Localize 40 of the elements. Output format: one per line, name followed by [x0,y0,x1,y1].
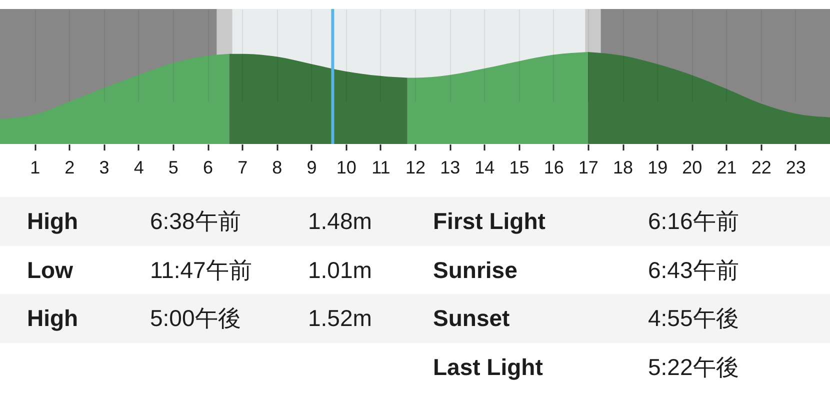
x-tick-label: 10 [336,158,356,178]
x-tick-label: 3 [99,158,110,178]
text: 1.48m [308,208,373,235]
text: High [27,305,80,332]
x-tick-label: 20 [682,158,702,178]
x-tick-label: 8 [272,158,282,178]
text: Low [27,256,74,284]
x-tick-label: 14 [474,158,495,178]
text: 5:00午後 [150,304,242,334]
text: 5:22午後 [648,352,740,382]
text: 1.01m [308,256,373,284]
x-tick-label: 2 [64,158,75,178]
text: First Light [433,208,546,235]
text: High [27,208,80,235]
x-tick-label: 22 [751,158,772,178]
text: 11:47午前 [150,256,253,285]
text: Last Light [433,354,544,381]
x-tick-label: 19 [648,158,668,178]
x-tick-label: 11 [372,158,390,178]
x-tick-label: 5 [168,158,178,178]
x-tick-label: 16 [544,158,564,178]
x-tick-label: 17 [578,158,598,178]
x-tick-label: 12 [405,158,426,178]
x-tick-label: 18 [612,158,634,178]
text: Sunrise [433,256,518,284]
text: 1.52m [308,305,373,332]
x-tick-label: 6 [202,158,214,178]
text: 4:55午後 [648,304,740,334]
text: Sunset [433,305,511,332]
x-tick-label: 1 [30,158,40,178]
x-tick-label: 21 [716,158,737,178]
x-tick-label: 7 [238,158,248,178]
text: 6:43午前 [648,256,740,285]
x-tick-label: 13 [440,158,460,178]
x-tick-label: 15 [509,158,530,178]
x-tick-label: 9 [306,158,317,178]
text: 6:38午前 [150,206,242,236]
x-tick-label: 4 [134,158,144,178]
x-tick-label: 23 [786,158,806,178]
text: 6:16午前 [648,206,740,236]
